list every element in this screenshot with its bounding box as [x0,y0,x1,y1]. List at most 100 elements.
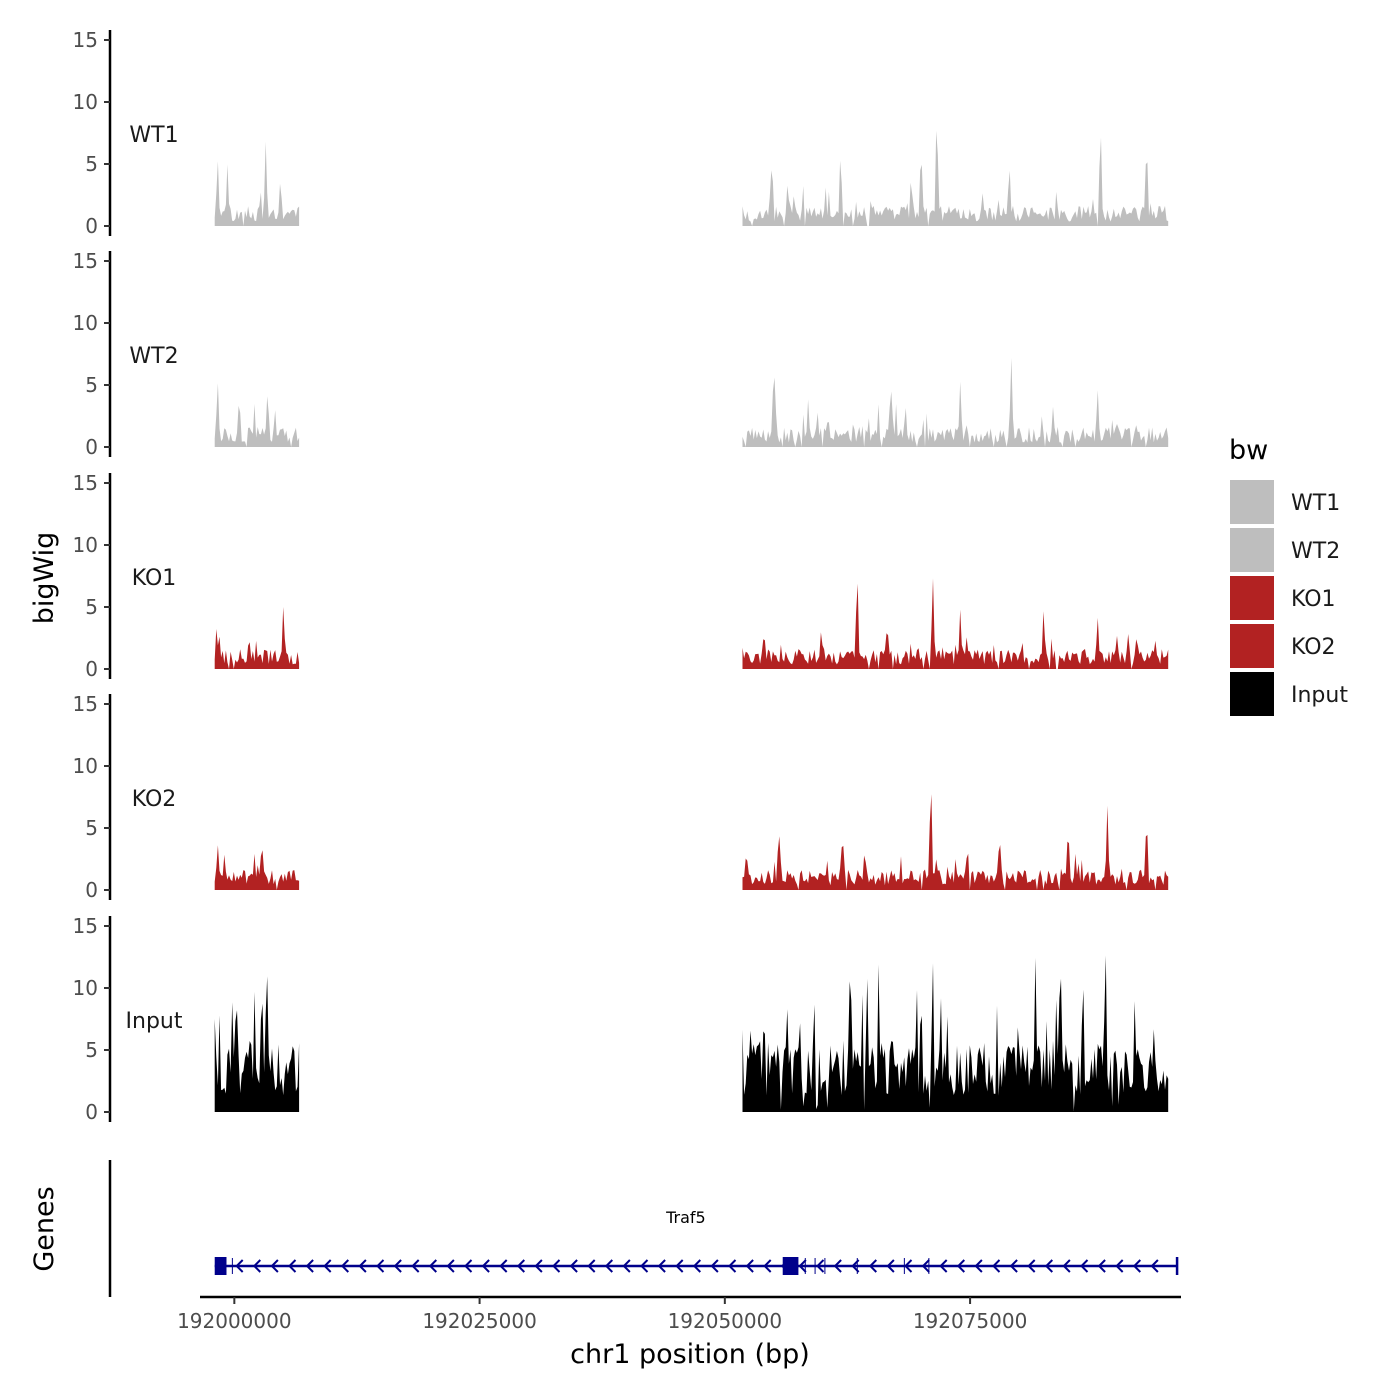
strand-arrow [692,1259,702,1273]
strand-arrow [956,1259,966,1273]
strand-arrow [305,1259,314,1273]
strand-arrow [974,1259,983,1273]
strand-arrow [640,1259,649,1273]
y-tick-label: 5 [85,1038,98,1062]
strand-arrow [992,1259,1001,1273]
track-input: 0 5 10 15 Input [73,914,1169,1124]
strand-arrow [270,1259,279,1273]
x-tick-label: 192025000 [422,1309,537,1333]
strand-arrow [534,1259,543,1273]
y-tick-label: 0 [85,657,98,681]
strand-arrow [288,1259,297,1273]
strand-arrow [446,1259,455,1273]
track-wt2: 0 5 10 15 WT2 [73,249,1169,459]
strand-arrow [252,1259,262,1273]
strand-arrow [939,1259,948,1273]
legend-key-wt2 [1230,528,1274,572]
strand-arrow [833,1259,842,1273]
legend-key-ko1 [1230,576,1274,620]
strand-arrow [587,1259,596,1273]
legend-key-ko2 [1230,624,1274,668]
y-tick-label: 0 [85,435,98,459]
legend: bw WT1 WT2 KO1 KO2 Input [1229,435,1348,716]
gene-panel-title: Genes [29,1186,60,1271]
y-tick-label: 15 [73,692,98,716]
strand-arrow [552,1259,561,1273]
x-tick-label: 192050000 [668,1309,783,1333]
legend-key-input [1230,672,1274,716]
strand-arrow [675,1259,684,1273]
strand-arrow [481,1259,490,1273]
track-wt1: 0 5 10 15 WT1 [73,28,1169,238]
strand-arrow [1009,1259,1018,1273]
coverage-area-wt2-1 [214,383,300,447]
legend-title: bw [1229,435,1268,466]
strand-arrow [1027,1259,1036,1273]
y-tick-label: 10 [73,976,98,1000]
strand-arrow [393,1259,402,1273]
y-tick-label: 15 [73,914,98,938]
y-tick-label: 15 [73,28,98,52]
strand-arrow [411,1259,420,1273]
y-tick-label: 10 [73,533,98,557]
strand-arrow [657,1259,666,1273]
y-tick-label: 10 [73,754,98,778]
gene-panel: Genes Traf5 [29,1160,1179,1297]
y-tick-label: 0 [85,1100,98,1124]
legend-label: Input [1291,683,1348,708]
x-tick-label: 192000000 [177,1309,292,1333]
strand-arrow [1062,1259,1071,1273]
track-ko1: 0 5 10 15 KO1 [73,471,1169,681]
strand-arrow [763,1259,772,1273]
strand-arrow [376,1259,385,1273]
track-label: KO2 [132,787,177,812]
x-axis: 192000000 192025000 192050000 192075000 [177,1295,1181,1333]
y-tick-label: 5 [85,152,98,176]
strand-arrow [358,1259,367,1273]
coverage-area-input-1 [214,976,300,1112]
strand-arrow [816,1259,825,1273]
coverage-area-ko2-2 [742,794,1169,890]
y-tick-label: 15 [73,249,98,273]
track-label: KO1 [132,566,177,591]
legend-label: WT2 [1291,539,1340,564]
strand-arrow [851,1259,860,1273]
coverage-area-ko1-2 [742,578,1169,669]
track-label: Input [126,1009,183,1034]
coverage-area-input-2 [742,955,1169,1112]
legend-label: KO2 [1291,635,1336,660]
coverage-area-wt1-2 [742,130,1169,226]
coverage-area-ko2-1 [214,845,300,890]
y-tick-label: 0 [85,214,98,238]
strand-arrow [710,1259,719,1273]
strand-arrow [464,1259,473,1273]
track-label: WT2 [129,344,178,369]
y-tick-label: 15 [73,471,98,495]
strand-arrow [604,1259,614,1273]
strand-arrow [340,1259,350,1273]
coverage-area-ko1-1 [214,607,300,669]
strand-arrow [1080,1259,1089,1273]
strand-arrow [499,1259,508,1273]
strand-arrow [1097,1259,1106,1273]
strand-arrow [1150,1259,1159,1273]
track-label: WT1 [129,123,178,148]
strand-arrow [323,1259,332,1273]
y-tick-label: 10 [73,90,98,114]
strand-arrow [904,1259,913,1273]
coverage-area-wt1-1 [214,141,300,226]
strand-arrow [798,1259,807,1273]
strand-arrow [728,1259,737,1273]
strand-arrow [745,1259,754,1273]
y-tick-label: 5 [85,816,98,840]
gene-name-label: Traf5 [665,1208,706,1227]
strand-arrow [868,1259,878,1273]
strand-arrow [1044,1259,1054,1273]
y-tick-label: 0 [85,878,98,902]
strand-arrow [622,1259,631,1273]
strand-arrow [1132,1259,1142,1273]
legend-key-wt1 [1230,480,1274,524]
coverage-area-wt2-2 [742,357,1169,447]
x-axis-title: chr1 position (bp) [570,1339,810,1370]
